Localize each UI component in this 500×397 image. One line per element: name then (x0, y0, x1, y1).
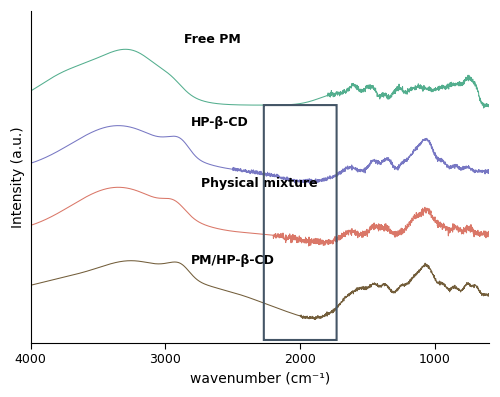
Text: Free PM: Free PM (184, 33, 241, 46)
Y-axis label: Intensity (a.u.): Intensity (a.u.) (11, 126, 25, 228)
X-axis label: wavenumber (cm⁻¹): wavenumber (cm⁻¹) (190, 372, 330, 386)
Text: PM/HP-β-CD: PM/HP-β-CD (191, 254, 275, 266)
Text: Physical mixture: Physical mixture (202, 177, 318, 190)
Text: HP-β-CD: HP-β-CD (190, 116, 248, 129)
